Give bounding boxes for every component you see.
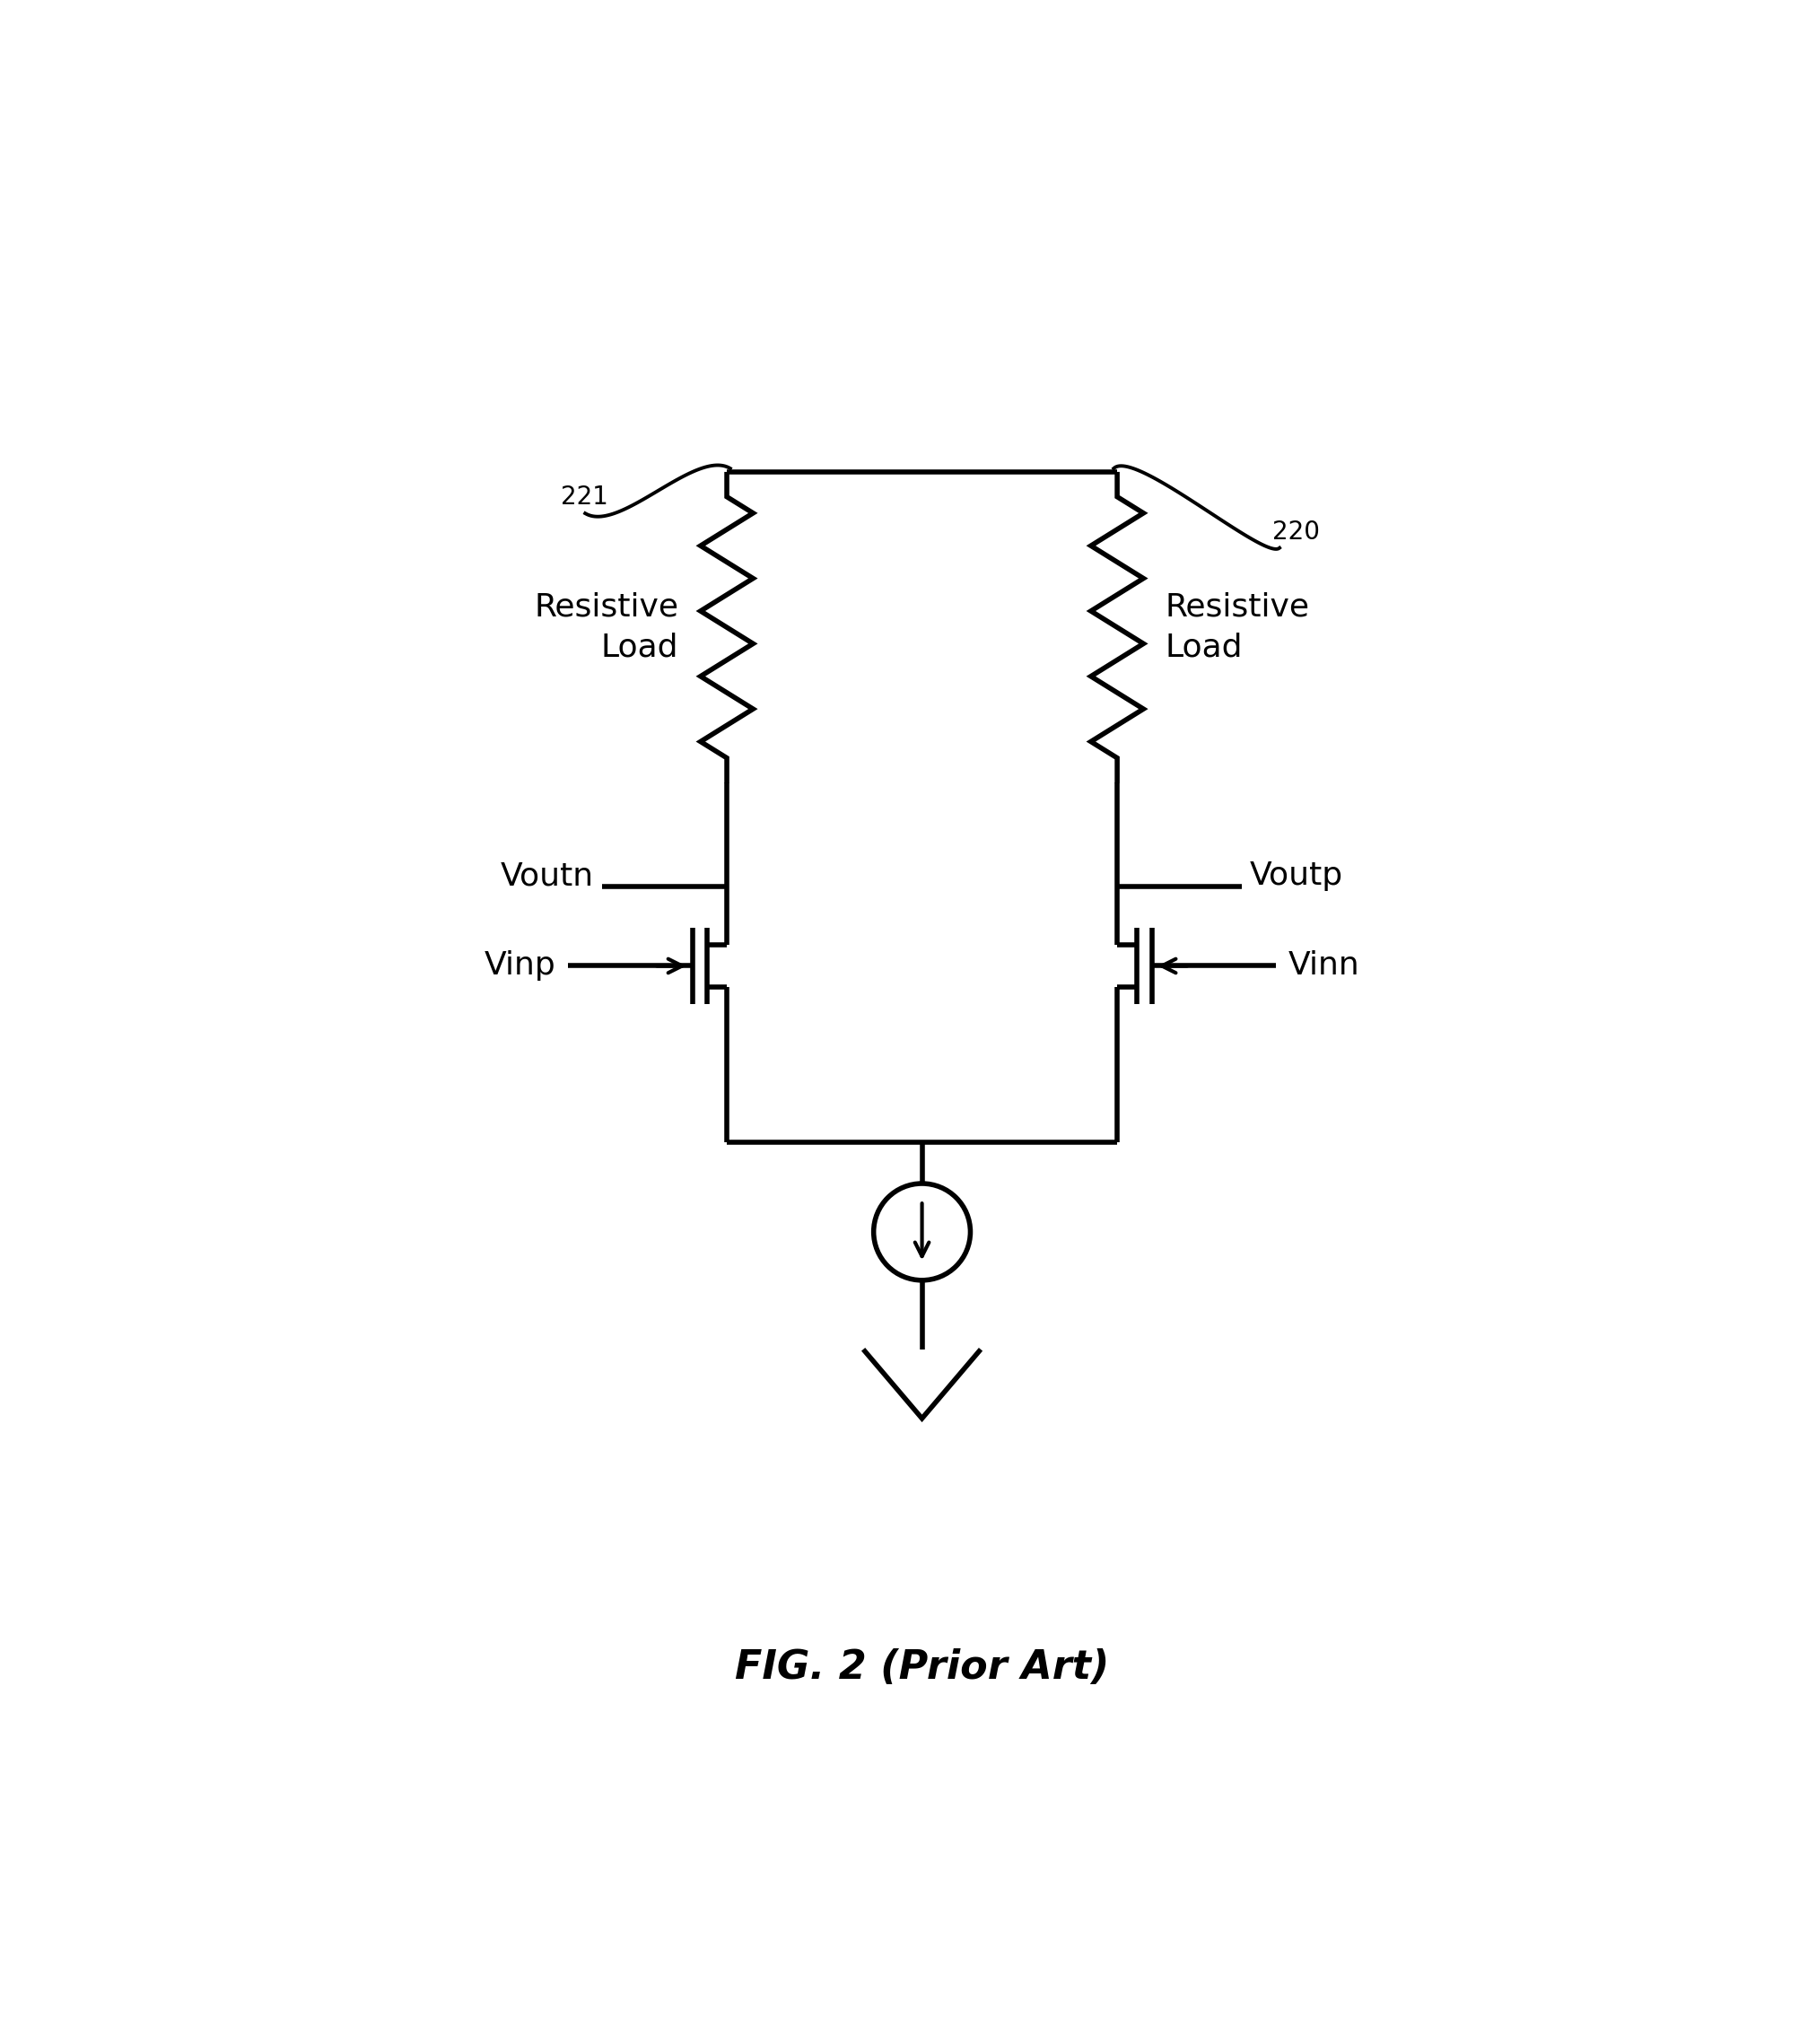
Text: FIG. 2 (Prior Art): FIG. 2 (Prior Art) (734, 1647, 1110, 1686)
Text: Resistive
Load: Resistive Load (534, 593, 678, 662)
Text: Vinp: Vinp (484, 950, 556, 981)
Text: 221: 221 (561, 484, 608, 509)
Text: Vinn: Vinn (1288, 950, 1360, 981)
Text: 220: 220 (1272, 519, 1320, 544)
Text: Voutn: Voutn (500, 861, 594, 891)
Text: Resistive
Load: Resistive Load (1166, 593, 1310, 662)
Text: Voutp: Voutp (1250, 861, 1344, 891)
